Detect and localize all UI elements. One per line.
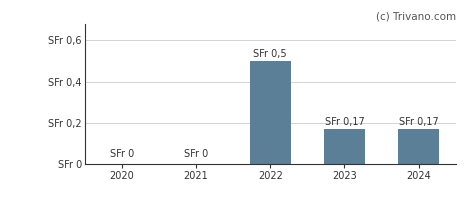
- Text: SFr 0,5: SFr 0,5: [253, 49, 287, 59]
- Bar: [398, 129, 439, 164]
- Text: SFr 0,17: SFr 0,17: [325, 117, 364, 127]
- Bar: [250, 61, 290, 164]
- Text: SFr 0: SFr 0: [184, 149, 208, 159]
- Text: (c) Trivano.com: (c) Trivano.com: [376, 11, 456, 21]
- Text: SFr 0,17: SFr 0,17: [399, 117, 439, 127]
- Text: SFr 0: SFr 0: [110, 149, 134, 159]
- Bar: [324, 129, 365, 164]
